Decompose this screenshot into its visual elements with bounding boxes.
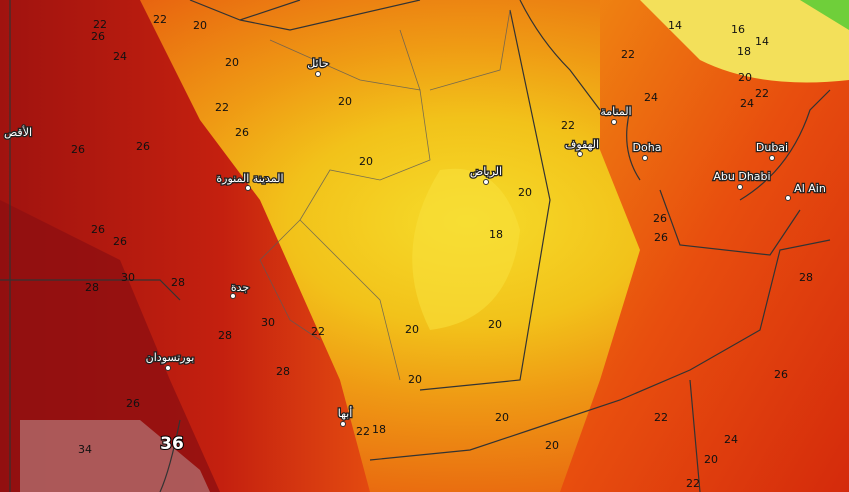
contour-label: 34 (78, 443, 92, 456)
city-label: المنامة (600, 105, 631, 118)
city-dot (611, 119, 617, 125)
contour-label: 24 (644, 91, 658, 104)
city-dot (230, 293, 236, 299)
contour-label: 22 (755, 87, 769, 100)
border (369, 239, 831, 461)
contour-label: 28 (85, 281, 99, 294)
contour-label: 18 (489, 228, 503, 241)
contour-label: 26 (653, 212, 667, 225)
contour-label: 20 (225, 56, 239, 69)
city-dot (785, 195, 791, 201)
city-dot (340, 421, 346, 427)
contour-label: 28 (218, 329, 232, 342)
contour-label: 36 (160, 434, 184, 454)
border (0, 279, 181, 301)
city-dot (577, 151, 583, 157)
city-label: حائل (307, 57, 329, 70)
contour-label: 26 (235, 126, 249, 139)
contour-label: 28 (276, 365, 290, 378)
city-label: Doha (633, 141, 662, 154)
contour-label: 26 (774, 368, 788, 381)
contour-label: 20 (738, 71, 752, 84)
contour-label: 24 (724, 433, 738, 446)
contour-label: 22 (311, 325, 325, 338)
city-label: Dubai (756, 141, 788, 154)
border (659, 189, 801, 256)
contour-label: 26 (91, 223, 105, 236)
contour-label: 20 (545, 439, 559, 452)
contour-label: 30 (121, 271, 135, 284)
border (189, 0, 421, 31)
contour-label: 22 (153, 13, 167, 26)
city-label: Al Ain (794, 182, 826, 195)
contour-label: 26 (91, 30, 105, 43)
city-label: بورتسودان (146, 351, 195, 364)
contour-label: 20 (338, 95, 352, 108)
city-dot (769, 155, 775, 161)
contour-label: 20 (408, 373, 422, 386)
city-dot (245, 185, 251, 191)
contour-label: 26 (113, 235, 127, 248)
city-dot (165, 365, 171, 371)
province-line (269, 39, 431, 381)
contour-label: 22 (93, 18, 107, 31)
city-label: المدينة المنورة (216, 172, 283, 185)
contour-label: 20 (704, 453, 718, 466)
contour-label: 20 (405, 323, 419, 336)
border (419, 9, 551, 391)
contour-label: 22 (686, 477, 700, 490)
contour-label: 22 (561, 119, 575, 132)
city-dot (483, 179, 489, 185)
province-line (399, 9, 511, 91)
north-cool (640, 0, 849, 83)
contour-label: 14 (668, 19, 682, 32)
contour-label: 24 (113, 50, 127, 63)
city-dot (642, 155, 648, 161)
contour-label: 20 (193, 19, 207, 32)
contour-label: 30 (261, 316, 275, 329)
contour-label: 20 (518, 186, 532, 199)
contour-label: 22 (654, 411, 668, 424)
coast (519, 0, 601, 111)
city-label: الأقص (4, 125, 32, 139)
contour-label: 20 (359, 155, 373, 168)
contour-label: 20 (495, 411, 509, 424)
east-region (560, 0, 849, 492)
province-line (259, 219, 321, 341)
contour-label: 16 (731, 23, 745, 36)
coast (626, 89, 831, 201)
contour-label: 24 (740, 97, 754, 110)
contour-label: 26 (71, 143, 85, 156)
coast (9, 0, 181, 492)
city-dot (315, 71, 321, 77)
contour-label: 26 (126, 397, 140, 410)
contour-label: 26 (654, 231, 668, 244)
city-label: الهفوف (565, 138, 599, 151)
city-label: جدة (231, 281, 249, 294)
contour-label: 18 (372, 423, 386, 436)
contour-label: 26 (136, 140, 150, 153)
core (412, 168, 520, 330)
contour-label: 28 (171, 276, 185, 289)
contour-label: 22 (215, 101, 229, 114)
city-label: الرياض (470, 165, 502, 178)
contour-label: 22 (621, 48, 635, 61)
border (689, 379, 701, 492)
hot-zone (20, 420, 210, 492)
contour-label: 20 (488, 318, 502, 331)
city-label: أبها (338, 406, 353, 420)
green-zone (800, 0, 849, 30)
contour-label: 18 (737, 45, 751, 58)
contour-label: 14 (755, 35, 769, 48)
contour-label: 22 (356, 425, 370, 438)
contour-label: 28 (799, 271, 813, 284)
city-label: Abu Dhabi (713, 170, 770, 183)
sudan-region (0, 200, 220, 492)
city-dot (737, 184, 743, 190)
